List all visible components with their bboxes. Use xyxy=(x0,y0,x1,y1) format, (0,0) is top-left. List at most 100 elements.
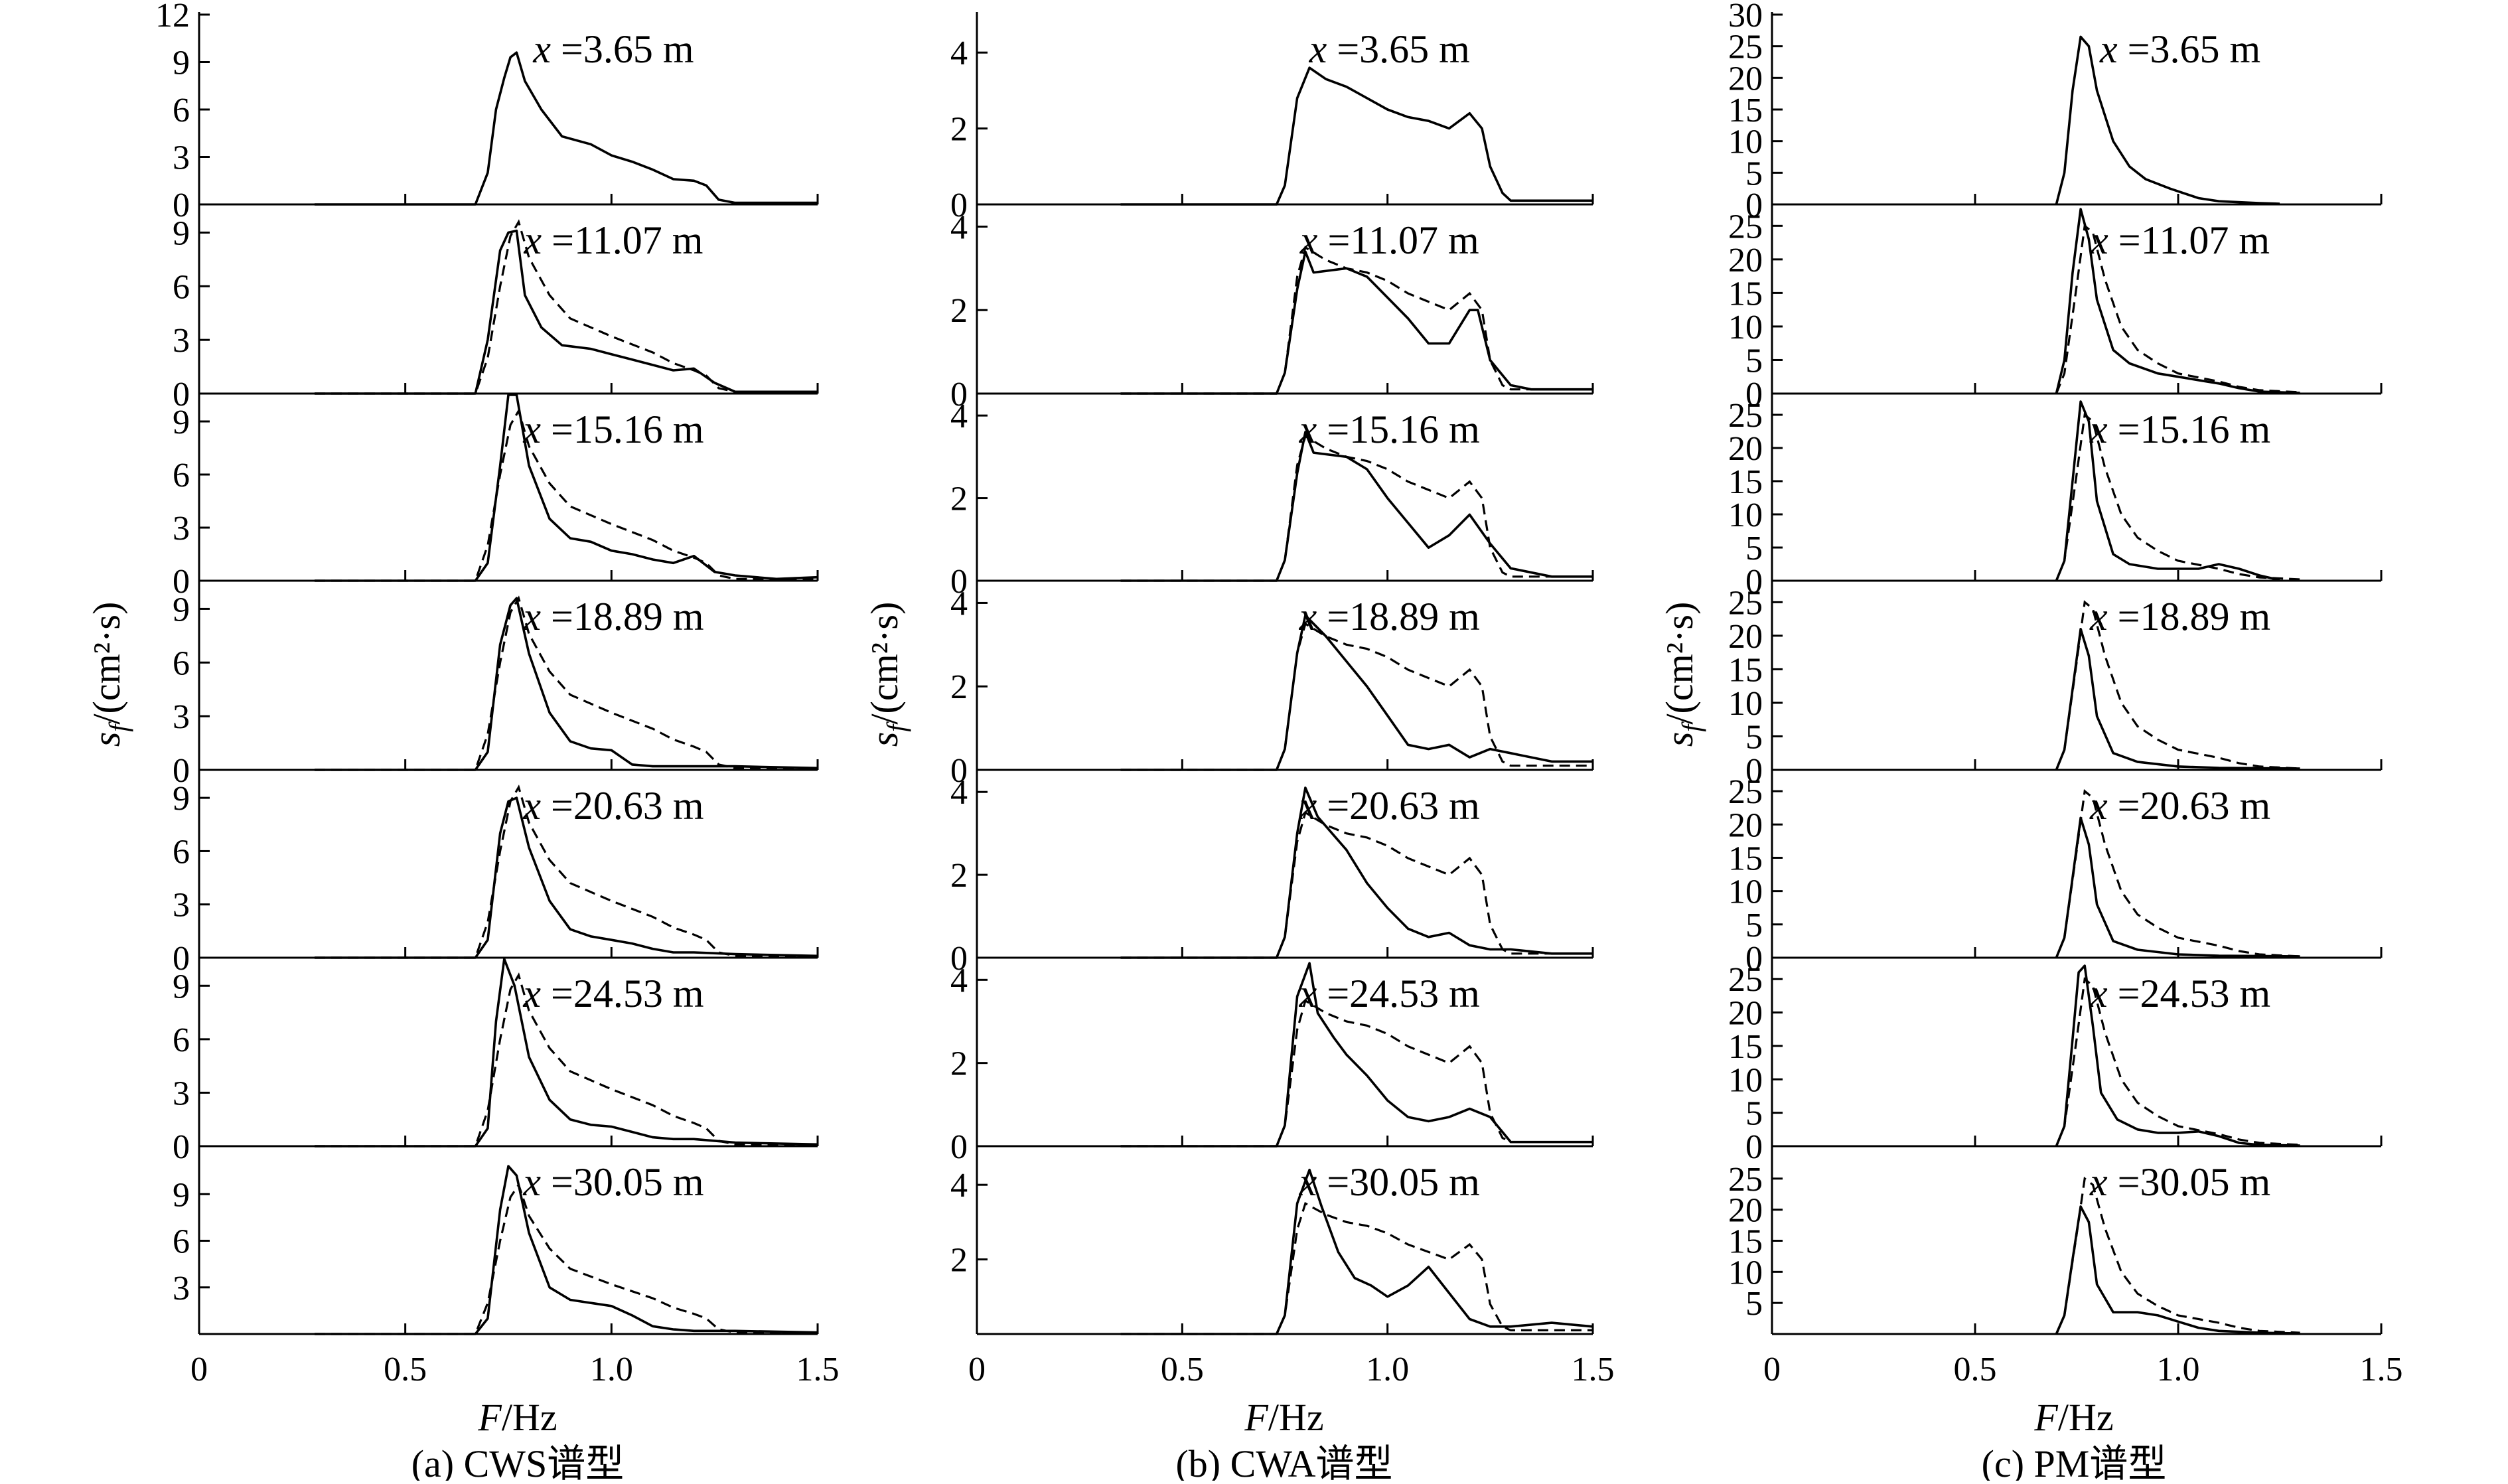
y-tick-label: 3 xyxy=(173,1075,190,1112)
y-tick-label: 2 xyxy=(950,292,968,330)
series-line-measured-solid xyxy=(2055,35,2280,205)
y-tick-label: 3 xyxy=(173,1270,190,1307)
y-tick-label: 15 xyxy=(1728,1223,1763,1261)
location-annotation: x =3.65 m xyxy=(2099,27,2260,71)
x-tick-label: 1.5 xyxy=(1572,1351,1615,1388)
location-annotation: x =24.53 m xyxy=(522,972,703,1015)
series-line-measured-solid xyxy=(315,51,818,206)
location-annotation: x =11.07 m xyxy=(2090,218,2270,262)
y-tick-label: 0 xyxy=(173,563,190,601)
y-tick-label: 20 xyxy=(1728,618,1763,656)
y-tick-label: 15 xyxy=(1728,1028,1763,1066)
subplot-row: 0 2 4 x =15.16 m xyxy=(950,392,1594,601)
y-tick-label: 9 xyxy=(173,591,190,629)
subplot-row: 0 3 6 9 x =11.07 m xyxy=(173,203,819,413)
y-axis-label: sf/(cm²·s) xyxy=(1658,602,1706,747)
series-line-measured-solid xyxy=(315,958,818,1148)
series-line-target-dashed xyxy=(315,595,818,771)
y-tick-label: 4 xyxy=(950,1167,968,1205)
location-annotation: x =30.05 m xyxy=(1299,1160,1480,1204)
location-annotation: x =20.63 m xyxy=(2089,784,2270,828)
y-tick-label: 15 xyxy=(1728,463,1763,501)
series-line-target-dashed xyxy=(2055,412,2300,581)
series-line-measured-solid xyxy=(315,796,818,959)
y-tick-label: 6 xyxy=(173,92,190,129)
series-line-target-dashed xyxy=(2055,224,2300,394)
y-tick-label: 4 xyxy=(950,208,968,246)
y-tick-label: 0 xyxy=(1745,563,1763,601)
y-tick-label: 6 xyxy=(173,1021,190,1059)
y-tick-label: 4 xyxy=(950,962,968,1000)
x-tick-label: 1.0 xyxy=(590,1351,633,1388)
subplot-row: 0 3 6 9 12 x =3.65 m xyxy=(155,0,819,224)
series-line-target-dashed xyxy=(1120,246,1593,395)
series-line-measured-solid xyxy=(2055,208,2300,394)
y-tick-label: 9 xyxy=(173,404,190,441)
y-tick-label: 0 xyxy=(1745,186,1763,224)
y-tick-label: 3 xyxy=(173,139,190,177)
y-tick-label: 0 xyxy=(950,563,968,601)
y-tick-label: 20 xyxy=(1728,1192,1763,1230)
subplot-row: 0 3 6 9 x =18.89 m xyxy=(173,579,819,790)
y-tick-label: 25 xyxy=(1728,29,1763,66)
series-line-measured-solid xyxy=(315,229,818,395)
y-tick-label: 0 xyxy=(1745,752,1763,790)
x-tick-label: 1.5 xyxy=(796,1351,840,1388)
x-axis-label: F/Hz xyxy=(1244,1396,1323,1439)
y-tick-label: 0 xyxy=(950,186,968,224)
y-tick-label: 5 xyxy=(1745,530,1763,567)
series-line-target-dashed xyxy=(1120,434,1593,582)
y-tick-label: 0 xyxy=(173,376,190,413)
y-tick-label: 25 xyxy=(1728,961,1763,999)
y-tick-label: 0 xyxy=(1745,940,1763,978)
y-tick-label: 20 xyxy=(1728,60,1763,98)
series-line-target-dashed xyxy=(315,972,818,1148)
subplot-row: 0 2 4 x =24.53 m xyxy=(950,956,1594,1166)
y-tick-label: 15 xyxy=(1728,275,1763,313)
y-tick-label: 0 xyxy=(173,940,190,978)
location-annotation: x =24.53 m xyxy=(1299,972,1480,1015)
y-tick-label: 2 xyxy=(950,1242,968,1280)
y-tick-label: 25 xyxy=(1728,1161,1763,1199)
location-annotation: x =30.05 m xyxy=(522,1160,703,1204)
y-tick-label: 2 xyxy=(950,481,968,518)
y-tick-label: 5 xyxy=(1745,718,1763,756)
y-tick-label: 12 xyxy=(155,0,190,35)
location-annotation: x =15.16 m xyxy=(522,408,703,451)
y-tick-label: 2 xyxy=(950,857,968,895)
subplot-row: 0 3 6 9 x =15.16 m xyxy=(173,392,819,601)
y-tick-label: 6 xyxy=(173,268,190,306)
x-tick-label: 0.5 xyxy=(384,1351,427,1388)
y-tick-label: 5 xyxy=(1745,342,1763,380)
series-line-measured-solid xyxy=(2055,1205,2300,1335)
series-line-target-dashed xyxy=(1120,999,1593,1148)
x-tick-label: 1.0 xyxy=(2157,1351,2200,1388)
series-line-target-dashed xyxy=(2055,1176,2300,1335)
y-tick-label: 25 xyxy=(1728,208,1763,246)
panel-caption: (c) PM谱型 xyxy=(1982,1442,2167,1481)
subplot-row: 0 2 4 x =3.65 m xyxy=(950,12,1594,224)
series-line-measured-solid xyxy=(1120,786,1593,959)
location-annotation: x =3.65 m xyxy=(532,27,694,71)
y-tick-label: 0 xyxy=(173,1128,190,1166)
y-tick-label: 10 xyxy=(1728,309,1763,346)
y-tick-label: 20 xyxy=(1728,430,1763,468)
series-line-measured-solid xyxy=(1120,614,1593,771)
panel-caption: (a) CWS谱型 xyxy=(411,1442,625,1481)
y-tick-label: 4 xyxy=(950,585,968,623)
y-tick-label: 10 xyxy=(1728,685,1763,723)
subplot-row: 3 6 9 x =30.05 m xyxy=(173,1145,819,1335)
y-tick-label: 0 xyxy=(950,940,968,978)
y-tick-label: 20 xyxy=(1728,806,1763,844)
y-tick-label: 10 xyxy=(1728,873,1763,911)
series-line-measured-solid xyxy=(1120,962,1593,1148)
series-line-target-dashed xyxy=(2055,977,2300,1147)
